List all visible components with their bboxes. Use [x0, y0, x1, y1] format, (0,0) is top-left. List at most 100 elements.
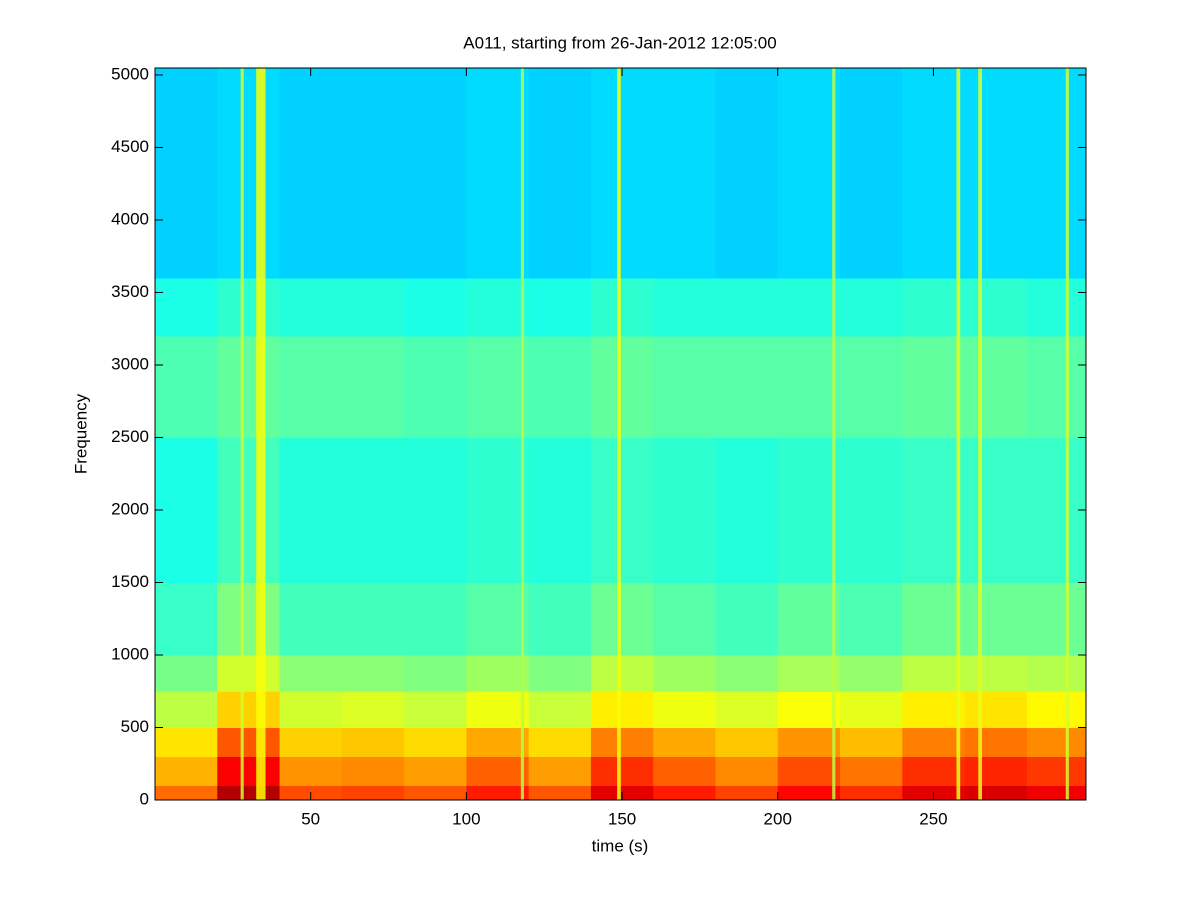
heatmap-cell: [715, 691, 779, 728]
heatmap-cell: [341, 727, 405, 757]
x-tick-label: 200: [764, 809, 792, 828]
plot-frame: [154, 67, 1087, 801]
heatmap-cell: [1026, 68, 1087, 279]
heatmap-cell: [840, 654, 903, 692]
y-tick-label: 4500: [111, 137, 149, 156]
heatmap-cell: [341, 582, 405, 656]
heatmap-cell: [964, 437, 1028, 583]
y-tick-label: 2500: [111, 427, 149, 446]
heatmap-cell: [528, 335, 592, 438]
heatmap-cell: [840, 335, 903, 438]
heatmap-cell: [715, 335, 779, 438]
heatmap-cell: [217, 756, 281, 786]
heatmap-cell: [217, 727, 281, 757]
heatmap-cell: [341, 654, 405, 692]
heatmap-cell: [590, 68, 654, 279]
heatmap-cell: [590, 654, 654, 692]
x-tick-label: 150: [608, 809, 636, 828]
heatmap-cell: [840, 68, 903, 279]
heatmap-cell: [902, 68, 966, 279]
heatmap-cell: [777, 582, 841, 656]
heatmap-cell: [653, 335, 716, 438]
y-tick-label: 3500: [111, 282, 149, 301]
heatmap-cell: [964, 691, 1028, 728]
heatmap-cell: [528, 654, 592, 692]
heatmap-cell: [964, 756, 1028, 786]
heatmap-cell: [902, 582, 966, 656]
streak: [956, 68, 961, 800]
heatmap-cell: [404, 68, 467, 279]
heatmap-cell: [279, 727, 343, 757]
heatmap-cell: [217, 68, 281, 279]
heatmap-cell: [964, 727, 1028, 757]
heatmap-cell: [466, 756, 530, 786]
heatmap-cell: [840, 277, 903, 337]
heatmap-cell: [155, 785, 218, 801]
heatmap-cell: [1026, 335, 1087, 438]
heatmap-cell: [466, 691, 530, 728]
heatmap-cell: [404, 654, 467, 692]
heatmap-cell: [217, 335, 281, 438]
heatmap-cell: [404, 691, 467, 728]
heatmap-cell: [590, 582, 654, 656]
heatmap-cell: [279, 654, 343, 692]
y-tick-label: 3000: [111, 354, 149, 373]
heatmap-cell: [715, 437, 779, 583]
heatmap-cell: [964, 785, 1028, 801]
heatmap-cell: [653, 582, 716, 656]
heatmap-cell: [777, 277, 841, 337]
heatmap-cell: [1026, 785, 1087, 801]
heatmap-cell: [341, 756, 405, 786]
streak: [240, 68, 244, 800]
heatmap-cell: [653, 277, 716, 337]
heatmap-cell: [715, 756, 779, 786]
heatmap-cell: [653, 691, 716, 728]
heatmap-cell: [1026, 756, 1087, 786]
heatmap-cell: [155, 335, 218, 438]
heatmap-cell: [964, 582, 1028, 656]
heatmap-cell: [777, 756, 841, 786]
heatmap-cell: [528, 68, 592, 279]
heatmap-cell: [590, 727, 654, 757]
heatmap-cell: [528, 727, 592, 757]
heatmap-cell: [715, 582, 779, 656]
heatmap-cell: [217, 277, 281, 337]
heatmap-cell: [466, 437, 530, 583]
heatmap-cell: [653, 785, 716, 801]
x-tick-label: 50: [301, 809, 320, 828]
heatmap-cell: [404, 437, 467, 583]
heatmap-cell: [653, 756, 716, 786]
heatmap-cell: [777, 654, 841, 692]
heatmap-cell: [902, 727, 966, 757]
heatmap-cell: [840, 582, 903, 656]
heatmap-cell: [466, 68, 530, 279]
heatmap-cell: [777, 437, 841, 583]
streak: [832, 68, 836, 800]
heatmap-cell: [964, 335, 1028, 438]
heatmap-cell: [528, 277, 592, 337]
heatmap-cell: [466, 727, 530, 757]
y-tick-label: 1500: [111, 572, 149, 591]
heatmap-cell: [528, 785, 592, 801]
heatmap-cell: [528, 756, 592, 786]
y-tick-label: 0: [140, 789, 149, 808]
heatmap-cell: [341, 335, 405, 438]
heatmap-cell: [590, 691, 654, 728]
heatmap-cell: [964, 277, 1028, 337]
streak: [978, 68, 983, 800]
heatmap-cell: [840, 437, 903, 583]
x-tick-label: 250: [919, 809, 947, 828]
heatmap-cell: [840, 785, 903, 801]
heatmap-cell: [840, 756, 903, 786]
y-tick-label: 2000: [111, 499, 149, 518]
heatmap-cell: [466, 654, 530, 692]
streak: [1065, 68, 1069, 800]
heatmap-cell: [155, 582, 218, 656]
y-tick-label: 4000: [111, 209, 149, 228]
heatmap-cell: [653, 437, 716, 583]
heatmap-cell: [902, 691, 966, 728]
heatmap-cell: [404, 582, 467, 656]
heatmap-cell: [777, 785, 841, 801]
heatmap-cell: [279, 437, 343, 583]
